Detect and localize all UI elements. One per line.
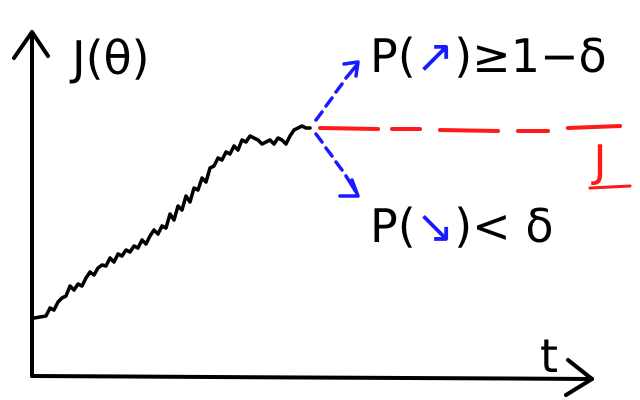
threshold-label-underline <box>588 184 632 190</box>
threshold-label: J <box>591 136 607 187</box>
y-axis-arrowhead <box>12 30 50 60</box>
upper-branch-arrow <box>314 60 360 122</box>
upper-prefix: P( <box>370 29 416 83</box>
upper-increase-arrow: ↗ <box>416 29 455 83</box>
axes <box>12 30 594 397</box>
upper-probability-expression: P(↗)≥1−δ <box>370 29 607 83</box>
y-axis-label: J(θ) <box>69 31 150 85</box>
lower-suffix: )< δ <box>454 199 553 253</box>
lower-probability-expression: P(↘)< δ <box>370 199 554 253</box>
lower-branch-arrow <box>314 132 360 198</box>
x-axis-line <box>30 374 594 381</box>
upper-arrowhead <box>342 60 360 78</box>
lower-prefix: P( <box>370 199 416 253</box>
performance-curve <box>32 124 312 320</box>
threshold-line <box>318 124 622 133</box>
upper-suffix: )≥1−δ <box>454 29 606 83</box>
lower-arrowhead <box>338 178 360 198</box>
lower-decrease-arrow: ↘ <box>416 199 455 253</box>
x-axis-arrowhead <box>564 358 594 397</box>
x-axis-label: t <box>540 329 558 383</box>
